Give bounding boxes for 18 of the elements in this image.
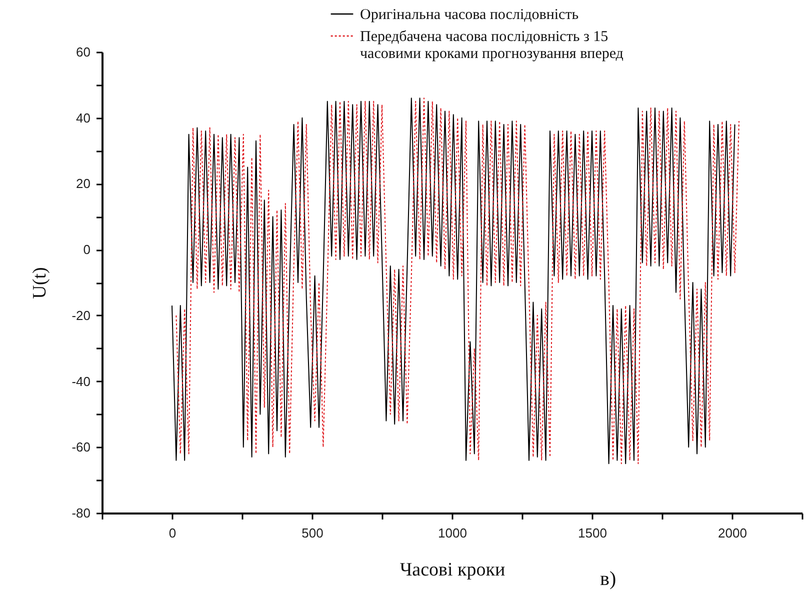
- y-tick-label: -80: [72, 506, 90, 520]
- legend-label: Передбачена часова послідовність з 15 часовими кроками прогнозування вперед: [360, 29, 624, 62]
- x-tick-label: 2000: [718, 526, 747, 540]
- x-axis-title: Часові кроки: [400, 560, 506, 580]
- y-tick-label: -40: [72, 374, 90, 389]
- x-tick-label: 1000: [438, 526, 467, 540]
- x-tick-label: 1500: [578, 526, 607, 540]
- y-tick-label: -60: [72, 440, 90, 455]
- y-tick-label: 0: [83, 242, 90, 258]
- text: в): [600, 568, 616, 590]
- y-tick-label: -20: [72, 308, 90, 323]
- y-tick-label: 60: [76, 44, 90, 60]
- x-tick-label: 500: [302, 526, 324, 540]
- y-tick-label: 40: [76, 110, 90, 126]
- y-tick-label: 20: [76, 176, 90, 192]
- y-axis-title: U(t): [30, 267, 51, 299]
- legend-label: Оригінальна часова послідовність: [360, 7, 579, 23]
- x-tick-label: 0: [168, 526, 176, 540]
